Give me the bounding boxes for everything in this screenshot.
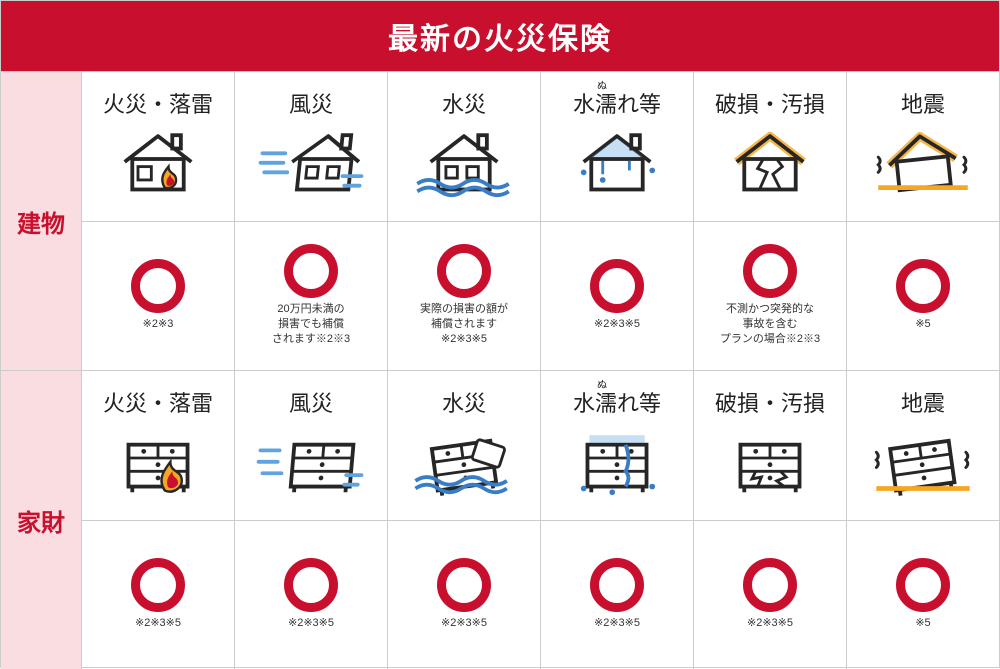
column-title: 水災 <box>442 392 486 416</box>
header-cell: 地震 <box>846 71 999 221</box>
footnote: ※5 <box>915 616 930 631</box>
status-cell: 実際の損害の額が補償されます※2※3※5 <box>387 221 540 371</box>
status-cell: ※2※3※5 <box>387 520 540 669</box>
covered-icon <box>131 558 185 612</box>
house-leak-icon <box>562 119 672 199</box>
dresser-quake-icon <box>868 418 978 498</box>
header-cell: 水災 <box>387 71 540 221</box>
footnote: ※2※3※5 <box>441 616 487 631</box>
header-row-building: 火災・落雷 風災 水災 水濡れ等ぬ 破損・汚損 地震 <box>81 71 999 221</box>
header-cell: 水濡れ等ぬ <box>540 71 693 221</box>
column-title: 破損・汚損 <box>715 392 825 416</box>
column-title: 水濡れ等ぬ <box>573 392 661 416</box>
footnote: ※5 <box>915 317 930 332</box>
covered-icon <box>131 259 185 313</box>
column-title: 地震 <box>901 93 945 117</box>
header-cell: 風災 <box>234 370 387 520</box>
status-cell: ※2※3※5 <box>234 520 387 669</box>
status-cell: ※2※3※5 <box>81 520 234 669</box>
insurance-coverage-table: 最新の火災保険 建物 家財 火災・落雷風災水災水濡れ等ぬ破損・汚損地震※2※32… <box>0 0 1000 668</box>
header-cell: 風災 <box>234 71 387 221</box>
footnote: ※2※3※5 <box>594 616 640 631</box>
footnote: ※2※3 <box>143 317 174 332</box>
header-cell: 水濡れ等ぬ <box>540 370 693 520</box>
covered-icon <box>437 558 491 612</box>
footnote: ※2※3※5 <box>288 616 334 631</box>
footnote: 実際の損害の額が補償されます※2※3※5 <box>420 302 508 347</box>
covered-icon <box>590 558 644 612</box>
house-wind-icon <box>256 119 366 199</box>
house-flood-icon <box>409 119 519 199</box>
covered-icon <box>743 244 797 298</box>
covered-icon <box>437 244 491 298</box>
status-cell: ※2※3※5 <box>540 221 693 371</box>
dresser-wind-icon <box>256 418 366 498</box>
column-title: 水災 <box>442 93 486 117</box>
covered-icon <box>284 244 338 298</box>
footnote: ※2※3※5 <box>135 616 181 631</box>
title-bar: 最新の火災保険 <box>1 1 999 71</box>
header-cell: 火災・落雷 <box>81 370 234 520</box>
ruby-annotation: ぬ <box>597 81 607 92</box>
covered-icon <box>896 259 950 313</box>
column-title: 火災・落雷 <box>103 93 213 117</box>
covered-icon <box>590 259 644 313</box>
covered-icon <box>896 558 950 612</box>
cells-area: 火災・落雷風災水災水濡れ等ぬ破損・汚損地震※2※320万円未満の損害でも補償され… <box>81 71 999 669</box>
header-cell: 水災 <box>387 370 540 520</box>
column-title: 風災 <box>289 392 333 416</box>
column-title: 火災・落雷 <box>103 392 213 416</box>
grid: 建物 家財 火災・落雷風災水災水濡れ等ぬ破損・汚損地震※2※320万円未満の損害… <box>1 71 999 669</box>
dresser-broken-icon <box>715 418 825 498</box>
bigrow-building: 火災・落雷 風災 水災 水濡れ等ぬ 破損・汚損 地震 ※2※3 20万円未満の損害でも補償され… <box>81 71 999 370</box>
row-label-contents: 家財 <box>1 370 81 669</box>
status-row-building: ※2※3 20万円未満の損害でも補償されます※2※3 実際の損害の額が補償されます※… <box>81 221 999 371</box>
house-fire-icon <box>103 119 213 199</box>
header-cell: 破損・汚損 <box>693 370 846 520</box>
dresser-leak-icon <box>562 418 672 498</box>
header-cell: 地震 <box>846 370 999 520</box>
header-row-contents: 火災・落雷 風災 水災 水濡れ等ぬ 破損・汚損 地震 <box>81 370 999 520</box>
status-cell: ※2※3※5 <box>540 520 693 669</box>
covered-icon <box>743 558 797 612</box>
header-cell: 火災・落雷 <box>81 71 234 221</box>
header-cell: 破損・汚損 <box>693 71 846 221</box>
status-cell: ※5 <box>846 221 999 371</box>
footnote: 20万円未満の損害でも補償されます※2※3 <box>272 302 350 347</box>
dresser-flood-icon <box>409 418 519 498</box>
status-cell: ※2※3 <box>81 221 234 371</box>
status-cell: 20万円未満の損害でも補償されます※2※3 <box>234 221 387 371</box>
bigrow-contents: 火災・落雷風災水災水濡れ等ぬ破損・汚損地震※2※3※5※2※3※5※2※3※5※… <box>81 370 999 669</box>
footnote: 不測かつ突発的な事故を含むプランの場合※2※3 <box>720 302 820 347</box>
row-labels: 建物 家財 <box>1 71 81 669</box>
footnote: ※2※3※5 <box>594 317 640 332</box>
status-cell: ※2※3※5 <box>693 520 846 669</box>
ruby-annotation: ぬ <box>597 380 607 391</box>
house-quake-icon <box>868 119 978 199</box>
status-row-contents: ※2※3※5 ※2※3※5 ※2※3※5 ※2※3※5 ※2※3※5 ※5 <box>81 520 999 669</box>
title-text: 最新の火災保険 <box>388 14 612 58</box>
covered-icon <box>284 558 338 612</box>
footnote: ※2※3※5 <box>747 616 793 631</box>
status-cell: 不測かつ突発的な事故を含むプランの場合※2※3 <box>693 221 846 371</box>
house-broken-icon <box>715 119 825 199</box>
row-label-building: 建物 <box>1 71 81 370</box>
column-title: 地震 <box>901 392 945 416</box>
dresser-fire-icon <box>103 418 213 498</box>
status-cell: ※5 <box>846 520 999 669</box>
column-title: 破損・汚損 <box>715 93 825 117</box>
column-title: 水濡れ等ぬ <box>573 93 661 117</box>
column-title: 風災 <box>289 93 333 117</box>
